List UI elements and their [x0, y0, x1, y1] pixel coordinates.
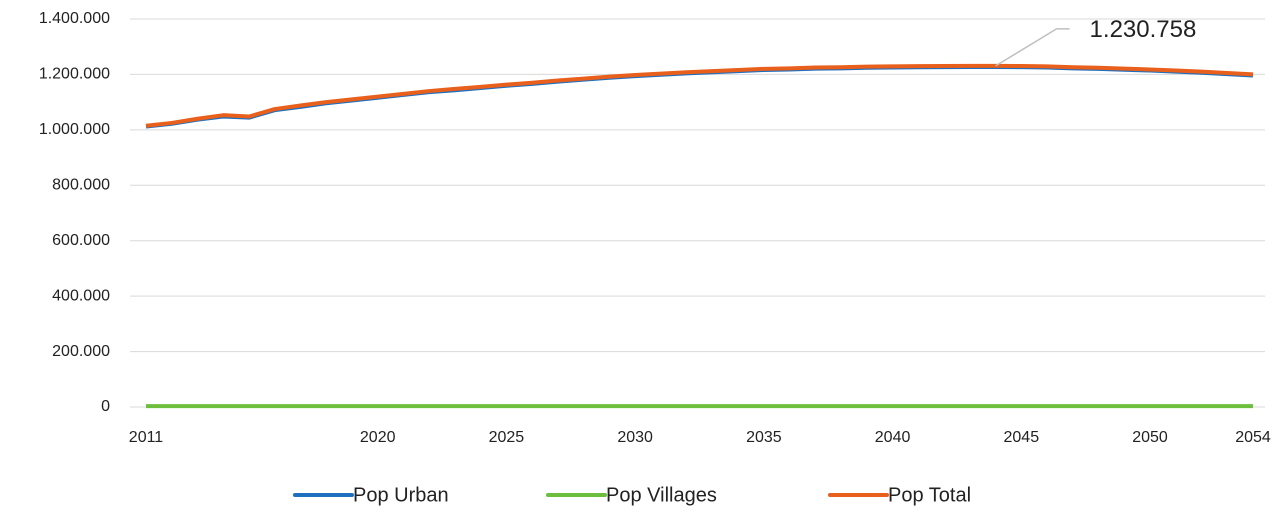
x-tick-label: 2035: [746, 429, 782, 446]
y-tick-label: 1.400.000: [39, 10, 110, 27]
y-tick-label: 600.000: [52, 232, 110, 249]
y-tick-label: 1.000.000: [39, 121, 110, 138]
y-tick-label: 800.000: [52, 177, 110, 194]
x-tick-label: 2054: [1235, 429, 1271, 446]
x-tick-label: 2011: [129, 429, 164, 446]
x-tick-label: 2030: [617, 429, 653, 446]
annotation-leader: [995, 28, 1070, 67]
y-tick-label: 0: [101, 398, 110, 415]
series-line: [145, 65, 1254, 129]
y-tick-label: 200.000: [52, 343, 110, 360]
legend-label: Pop Total: [888, 484, 971, 506]
x-tick-label: 2045: [1004, 429, 1040, 446]
x-tick-label: 2050: [1132, 429, 1168, 446]
x-tick-label: 2020: [360, 429, 396, 446]
series-line: [145, 63, 1254, 128]
legend-label: Pop Villages: [606, 484, 717, 506]
x-tick-label: 2025: [489, 429, 525, 446]
legend-label: Pop Urban: [353, 484, 449, 506]
y-tick-label: 1.200.000: [39, 66, 110, 83]
y-tick-label: 400.000: [52, 287, 110, 304]
x-tick-label: 2040: [875, 429, 911, 446]
annotation: 1.230.758: [1090, 16, 1197, 43]
